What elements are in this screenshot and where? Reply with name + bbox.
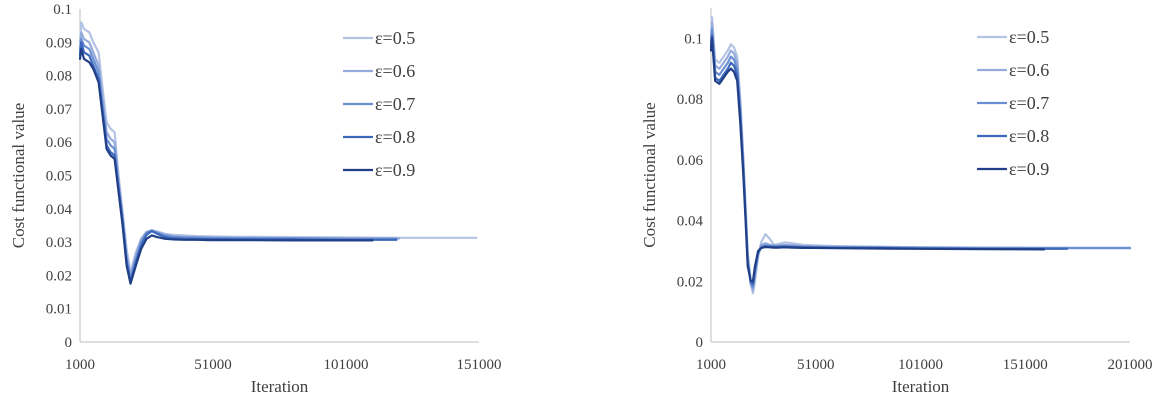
y-tick-label: 0.02 (677, 274, 703, 290)
x-tick-label: 151000 (457, 357, 502, 373)
x-tick-label: 1000 (696, 357, 726, 373)
series-line-4 (80, 42, 397, 282)
legend-label-3: ε=0.7 (1009, 93, 1049, 113)
chart-right-svg: 0 0.02 0.04 0.06 0.08 0.1 1000 51000 101000 15100… (580, 0, 1167, 410)
series-line-1 (80, 22, 476, 272)
y-tick-label: 0.07 (46, 102, 73, 118)
y-tick-label: 0.01 (46, 302, 72, 318)
y-tick-label: 0.05 (46, 169, 72, 185)
legend-label-4: ε=0.8 (375, 127, 415, 147)
y-tick-label: 0.09 (46, 35, 72, 51)
y-tick-label: 0.06 (677, 153, 704, 169)
y-axis-title: Cost functional value (640, 102, 659, 247)
y-tick-label: 0.1 (684, 31, 703, 47)
y-tick-label: 0.08 (677, 92, 703, 108)
chart-left-svg: 0 0.01 0.02 0.03 0.04 0.05 0.06 0.07 0.08 0.09 0.1… (0, 0, 580, 410)
series-line-3 (80, 39, 397, 279)
y-tick-label: 0.1 (53, 2, 72, 18)
y-tick-label: 0 (696, 335, 704, 351)
x-tick-label: 101000 (324, 357, 369, 373)
x-tick-label: 151000 (1003, 357, 1048, 373)
y-axis-title: Cost functional value (9, 103, 28, 248)
y-tick-label: 0.02 (46, 268, 72, 284)
x-axis-title: Iteration (251, 377, 309, 396)
x-tick-label: 101000 (898, 357, 943, 373)
legend-label-1: ε=0.5 (375, 28, 415, 48)
y-tick-label: 0.04 (46, 202, 73, 218)
legend-label-4: ε=0.8 (1009, 126, 1049, 146)
x-tick-label: 1000 (65, 357, 95, 373)
x-tick-label: 51000 (797, 357, 835, 373)
legend-label-5: ε=0.9 (1009, 159, 1049, 179)
legend-label-3: ε=0.7 (375, 94, 415, 114)
legend-label-2: ε=0.6 (375, 61, 415, 81)
legend-label-5: ε=0.9 (375, 160, 415, 180)
x-tick-label: 201000 (1108, 357, 1153, 373)
series-line-1 (711, 17, 1130, 293)
y-tick-label: 0 (65, 335, 73, 351)
chart-left: 0 0.01 0.02 0.03 0.04 0.05 0.06 0.07 0.08 0.09 0.1… (0, 0, 580, 410)
y-tick-label: 0.04 (677, 214, 704, 230)
y-tick-label: 0.03 (46, 235, 72, 251)
x-axis-title: Iteration (892, 377, 950, 396)
x-tick-label: 51000 (194, 357, 232, 373)
legend-label-1: ε=0.5 (1009, 27, 1049, 47)
chart-right: 0 0.02 0.04 0.06 0.08 0.1 1000 51000 101000 15100… (580, 0, 1167, 410)
y-tick-label: 0.08 (46, 69, 72, 85)
y-tick-label: 0.06 (46, 135, 73, 151)
series-line-2 (711, 23, 1130, 290)
series-line-5 (80, 49, 373, 284)
legend-label-2: ε=0.6 (1009, 60, 1049, 80)
